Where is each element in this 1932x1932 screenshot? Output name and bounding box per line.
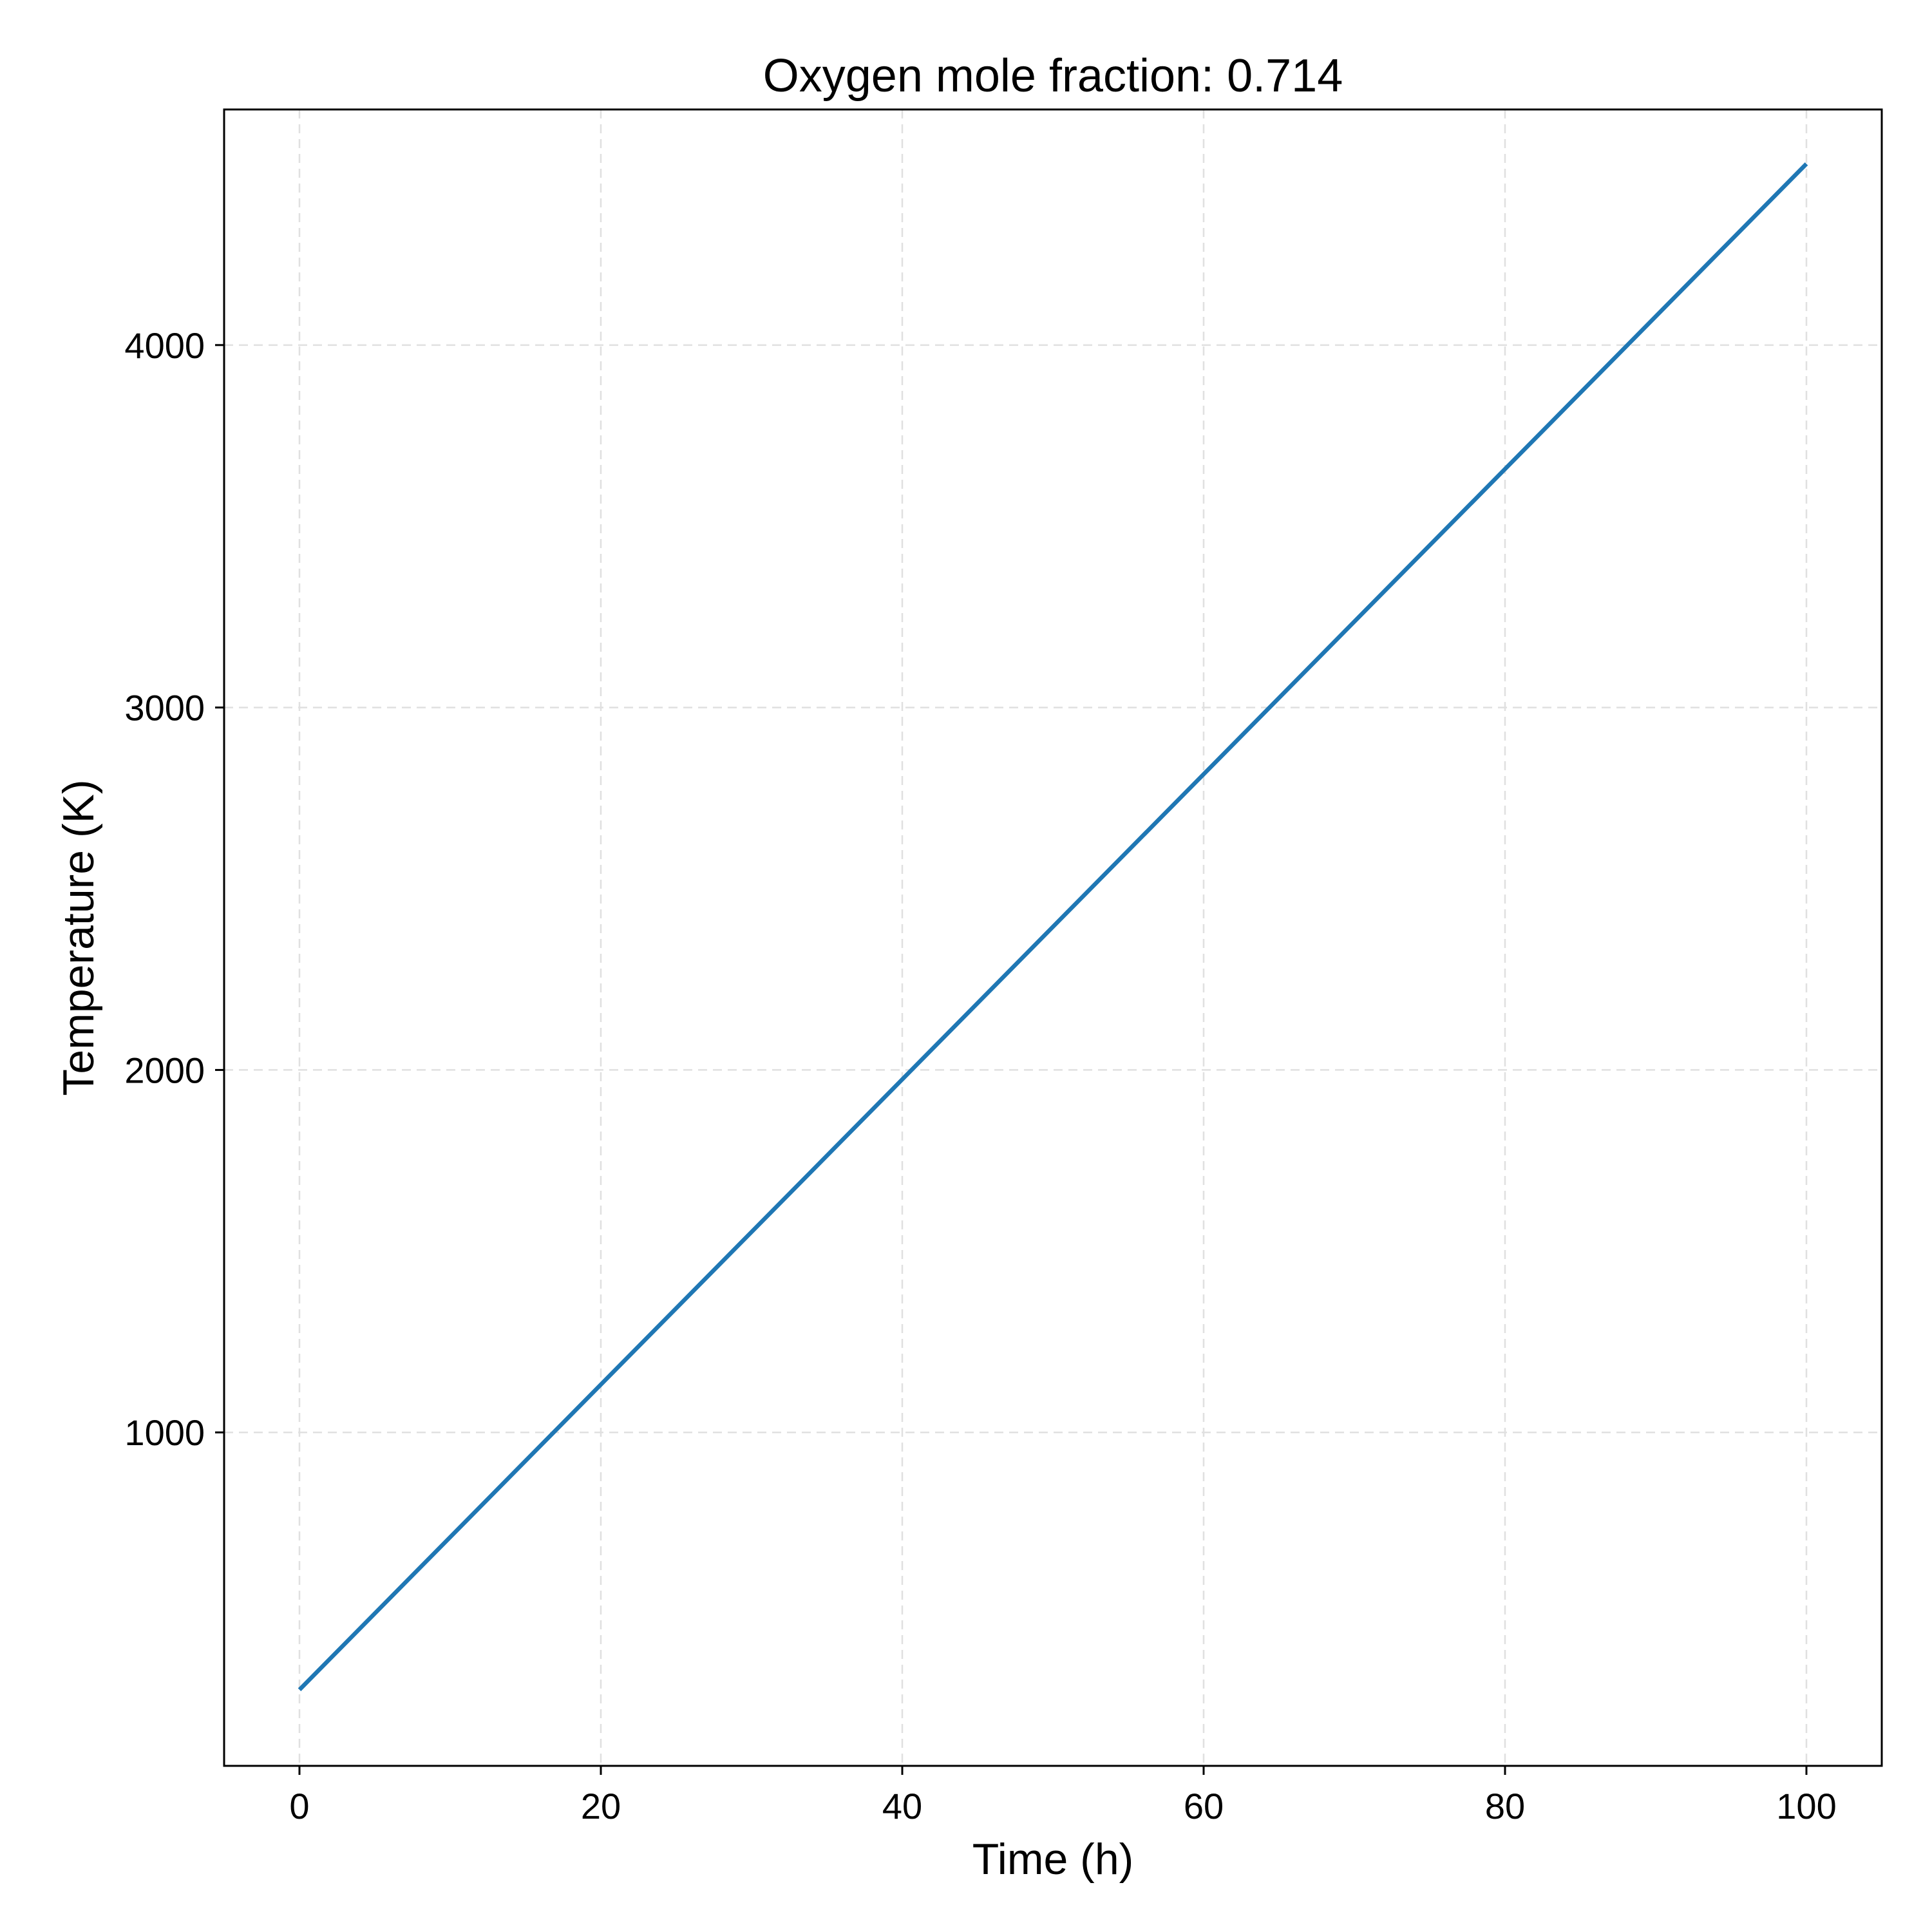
- x-tick-label: 80: [1485, 1786, 1525, 1826]
- x-tick-label: 60: [1184, 1786, 1224, 1826]
- x-tick-label: 100: [1776, 1786, 1836, 1826]
- y-tick-label: 1000: [124, 1412, 205, 1453]
- x-tick-label: 20: [581, 1786, 621, 1826]
- x-tick-label: 0: [289, 1786, 309, 1826]
- y-tick-label: 2000: [124, 1050, 205, 1090]
- series-line: [298, 162, 1808, 1692]
- x-axis-label: Time (h): [972, 1835, 1134, 1884]
- grid-lines: [224, 109, 1882, 1766]
- plot-frame: [223, 108, 1883, 1767]
- y-tick-label: 3000: [124, 688, 205, 728]
- axis-ticks: 0 20 40 60 80 100 1000 2000 3000 4000: [124, 325, 1836, 1826]
- series-layer: [298, 162, 1808, 1692]
- y-axis-label: Temperature (K): [54, 779, 103, 1095]
- chart-title: Oxygen mole fraction: 0.714: [763, 50, 1343, 102]
- y-tick-label: 4000: [124, 325, 205, 366]
- x-tick-label: 40: [882, 1786, 922, 1826]
